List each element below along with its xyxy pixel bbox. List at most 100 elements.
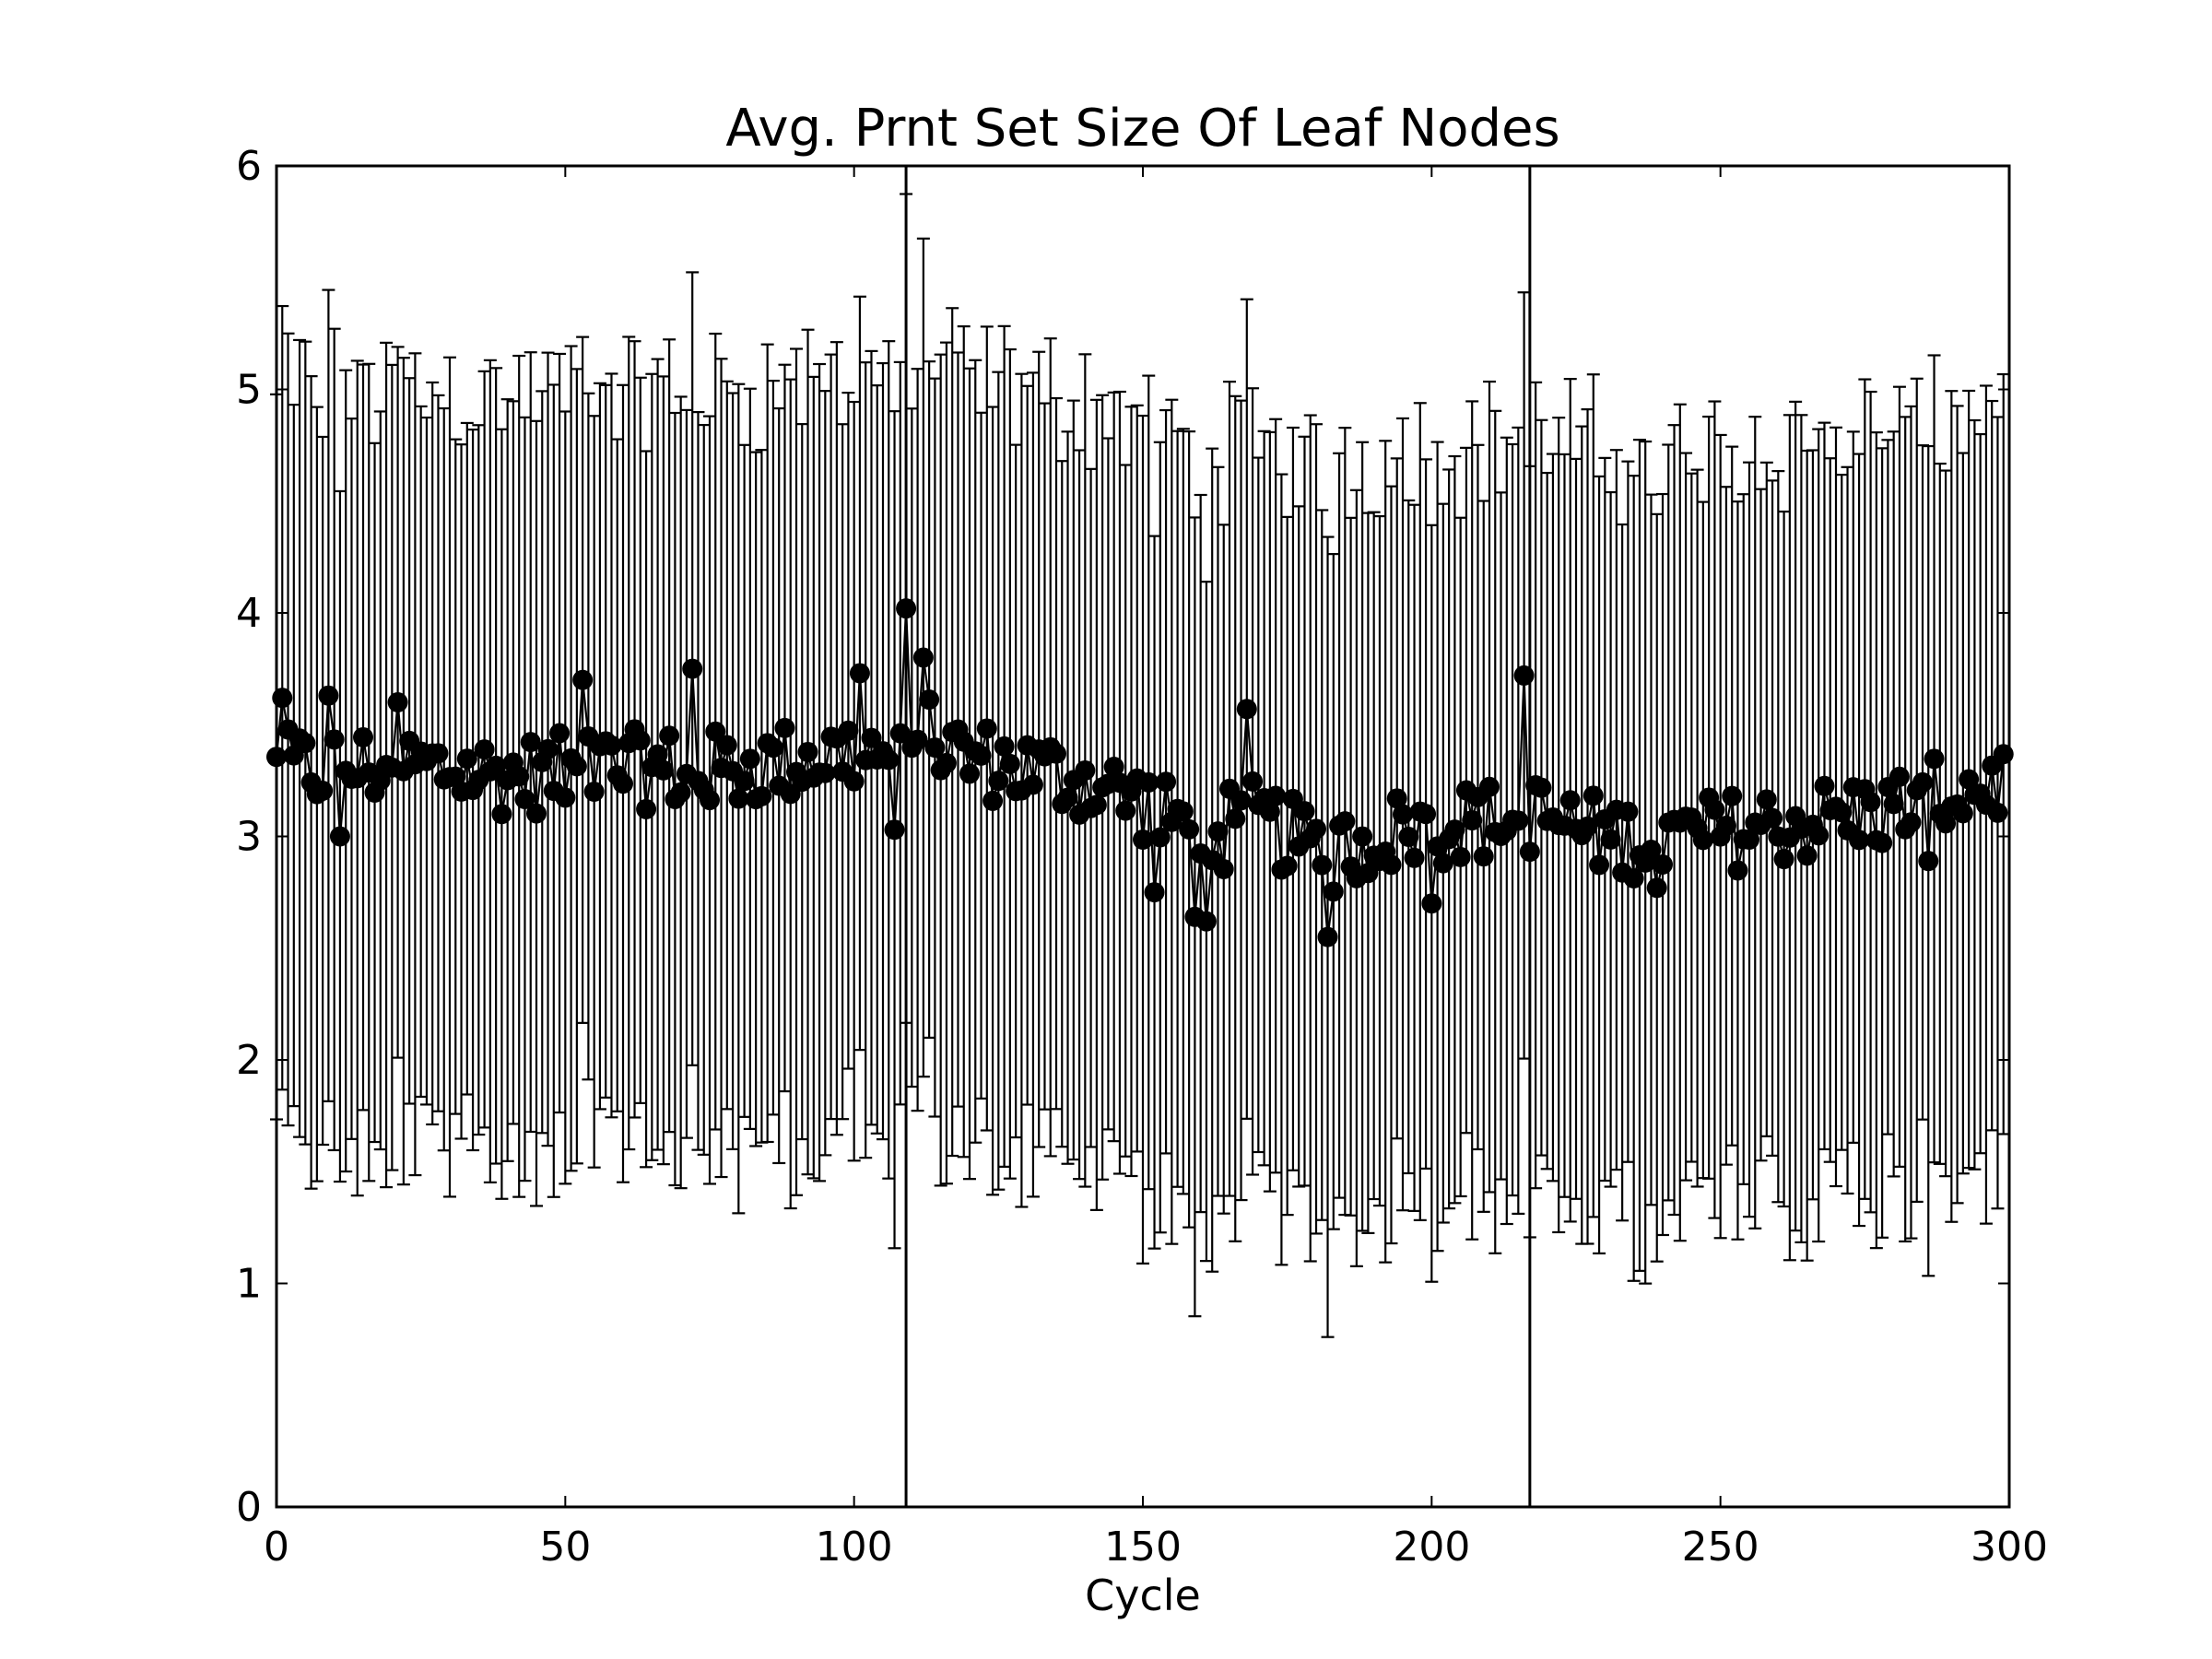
data-point	[601, 735, 622, 756]
data-point	[1381, 854, 1402, 876]
data-point	[1225, 808, 1246, 830]
data-point	[659, 725, 680, 747]
data-point	[1727, 860, 1748, 881]
data-point	[1653, 854, 1673, 876]
data-point	[1259, 801, 1280, 822]
data-point	[1335, 811, 1356, 832]
data-point	[312, 780, 334, 801]
data-point	[1294, 801, 1315, 822]
data-point	[988, 771, 1009, 792]
data-point	[797, 741, 818, 762]
data-point	[1618, 801, 1639, 822]
data-point	[1814, 775, 1835, 796]
data-point	[838, 720, 859, 741]
data-point	[700, 790, 720, 811]
data-point	[1959, 769, 1980, 790]
data-point	[1265, 785, 1287, 806]
data-point	[919, 689, 940, 711]
data-point	[1600, 829, 1621, 850]
axis-ticks: 0 50 100 150 200 250 300 0 1 2 3 4 5 6	[236, 143, 2048, 1571]
data-point	[1849, 830, 1870, 851]
y-tick-label: 6	[236, 143, 262, 190]
data-point	[370, 770, 391, 791]
data-point	[849, 663, 870, 684]
data-point	[1589, 854, 1610, 876]
data-point	[889, 723, 911, 744]
data-point	[566, 756, 587, 777]
data-point	[613, 773, 633, 794]
data-point	[629, 730, 651, 751]
data-point	[924, 737, 946, 759]
data-point	[1352, 826, 1373, 847]
data-point	[1773, 849, 1794, 870]
data-point	[935, 752, 957, 773]
data-point	[1796, 845, 1818, 866]
y-tick-label: 2	[236, 1037, 262, 1084]
y-tick-label: 5	[236, 367, 262, 414]
y-tick-label: 0	[236, 1484, 262, 1531]
x-axis-title: Cycle	[1085, 1571, 1201, 1620]
data-point	[734, 771, 755, 792]
data-point	[1952, 803, 1973, 824]
data-point	[1236, 699, 1257, 720]
data-point	[1317, 926, 1338, 947]
data-point	[682, 658, 703, 679]
data-point	[353, 726, 373, 747]
data-point	[1398, 826, 1419, 847]
data-point	[1207, 821, 1229, 842]
data-point	[1416, 804, 1437, 825]
data-point	[1386, 788, 1407, 809]
data-point	[647, 744, 668, 765]
data-point	[1513, 665, 1535, 686]
data-point	[1987, 802, 2008, 823]
x-tick-label: 200	[1393, 1524, 1470, 1571]
data-point	[1156, 771, 1177, 793]
data-point	[1075, 759, 1096, 781]
data-point	[1559, 790, 1581, 811]
x-tick-label: 300	[1971, 1524, 2048, 1571]
data-point	[1692, 830, 1713, 851]
data-point	[1149, 827, 1171, 848]
data-point	[1179, 818, 1200, 840]
data-point	[324, 729, 345, 750]
x-tick-label: 150	[1104, 1524, 1182, 1571]
data-point	[509, 766, 530, 787]
data-point	[1133, 829, 1153, 850]
data-point	[716, 735, 737, 756]
data-point	[1722, 785, 1743, 806]
data-point	[572, 669, 594, 690]
data-point	[670, 782, 691, 803]
data-point	[1057, 787, 1078, 808]
data-point	[1479, 776, 1500, 797]
data-point	[1462, 810, 1483, 831]
data-point	[1213, 859, 1234, 880]
data-point	[971, 745, 992, 766]
data-point	[1641, 839, 1662, 860]
data-point	[1519, 841, 1540, 863]
chart-title: Avg. Prnt Set Size Of Leaf Nodes	[725, 99, 1559, 159]
x-tick-label: 100	[816, 1524, 893, 1571]
x-tick-label: 250	[1682, 1524, 1759, 1571]
data-point	[1715, 815, 1736, 836]
x-tick-label: 0	[264, 1524, 289, 1571]
data-point	[491, 804, 512, 825]
data-point	[1022, 774, 1043, 795]
data-point	[1242, 771, 1264, 792]
data-point	[1924, 748, 1945, 770]
data-point	[999, 753, 1020, 774]
data-point	[982, 790, 1004, 811]
data-point	[1444, 819, 1465, 841]
data-point	[1936, 813, 1957, 834]
data-point	[912, 647, 934, 668]
data-point	[295, 733, 316, 754]
data-point	[762, 737, 783, 759]
data-point	[1883, 794, 1904, 815]
data-point	[959, 763, 980, 784]
data-point	[728, 788, 749, 809]
data-point	[1103, 756, 1124, 777]
data-point	[1138, 771, 1159, 793]
data-point	[1144, 882, 1165, 903]
data-point	[1230, 790, 1252, 811]
